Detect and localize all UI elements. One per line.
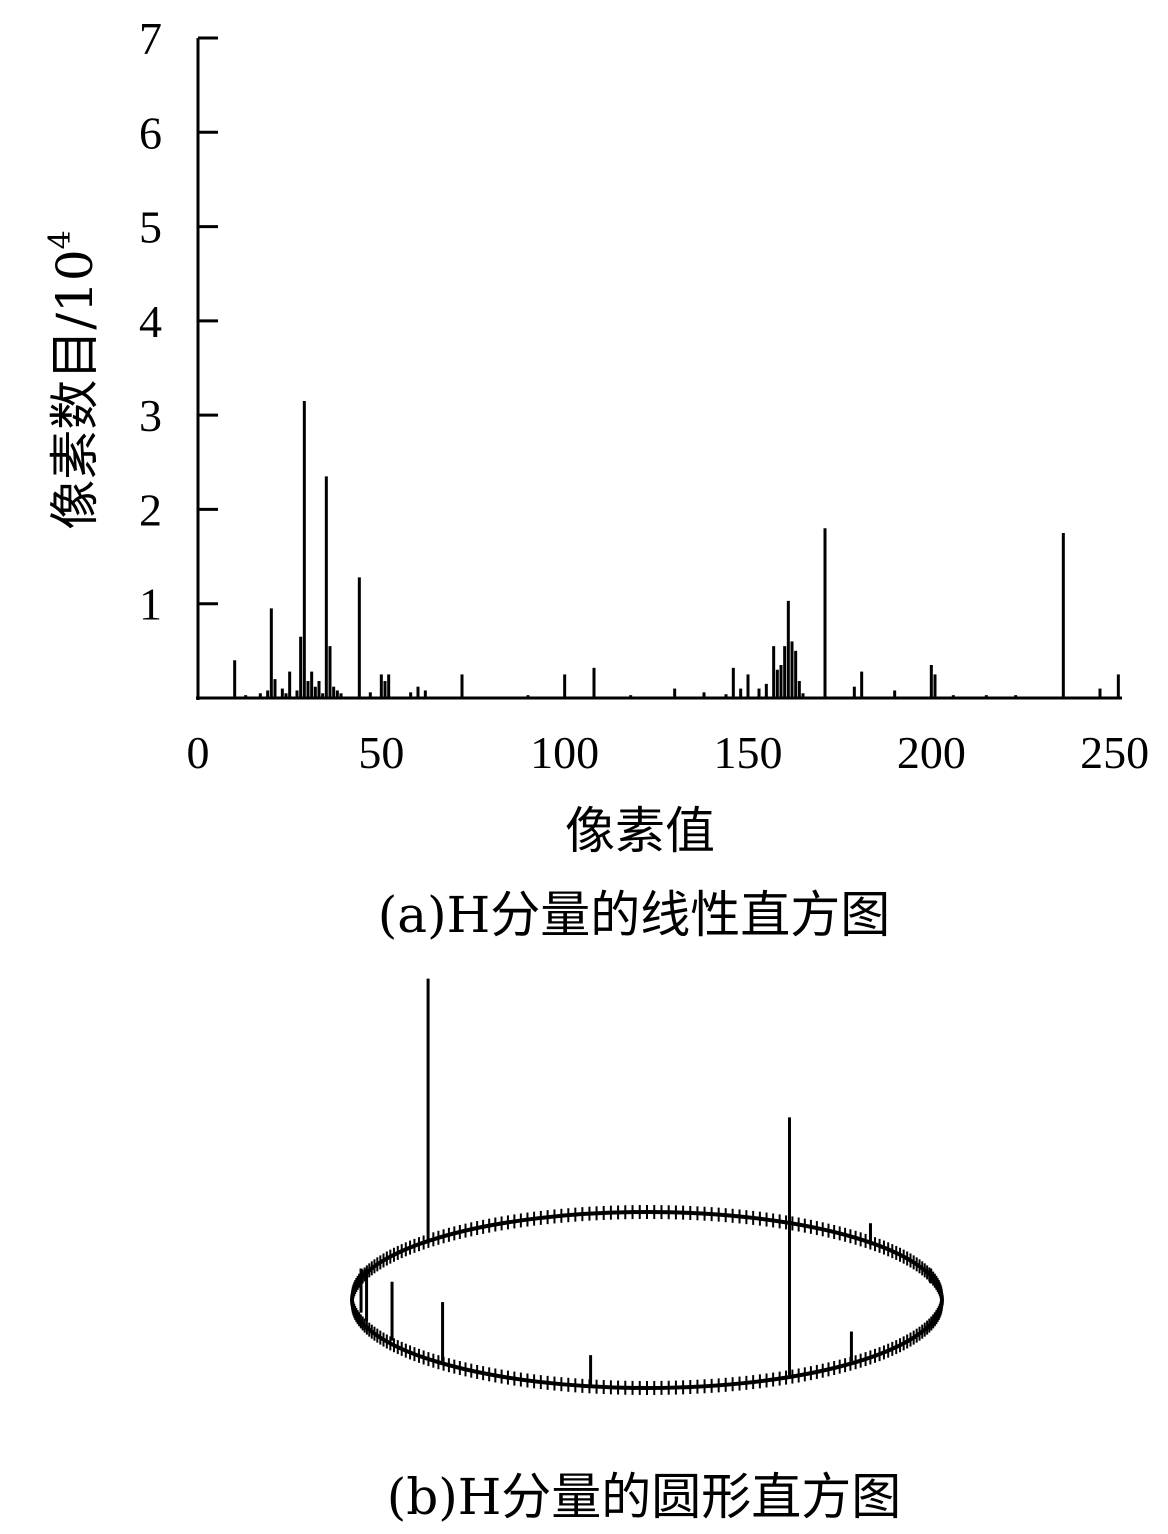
circular-histogram-spikes [359,978,933,1385]
chart-a-caption: (a)H分量的线性直方图 [378,886,890,944]
y-tick-label: 1 [139,579,162,630]
circular-histogram-ring [350,1205,944,1395]
ring-outline [350,1210,944,1390]
x-tick-label: 250 [1080,727,1149,778]
y-tick-label: 7 [139,13,162,64]
y-tick-label: 4 [139,296,162,347]
y-tick-label: 2 [139,484,162,535]
x-tick-label: 100 [530,727,599,778]
svg-text:像素数目/104: 像素数目/104 [43,230,104,530]
y-tick-label: 3 [139,390,162,441]
x-tick-label: 0 [187,727,210,778]
y-tick-label: 6 [139,107,162,158]
x-axis-title: 像素值 [565,802,715,860]
chart-b-caption: (b)H分量的圆形直方图 [387,1468,902,1526]
y-axis-title-text: 像素数目/10 [46,249,104,529]
x-tick-label: 150 [714,727,783,778]
linear-histogram-bars [233,401,1120,698]
x-tick-label: 50 [358,727,404,778]
x-tick-label: 200 [897,727,966,778]
y-axis-title-exponent: 4 [43,230,78,249]
x-ticks: 0 50 100 150 200 250 [187,727,1150,778]
y-axis-title: 像素数目/104 [43,230,104,530]
circular-histogram-chart: (b)H分量的圆形直方图 [350,978,944,1526]
y-tick-label: 5 [139,202,162,253]
y-ticks: 1 2 3 4 5 6 7 [139,13,218,630]
